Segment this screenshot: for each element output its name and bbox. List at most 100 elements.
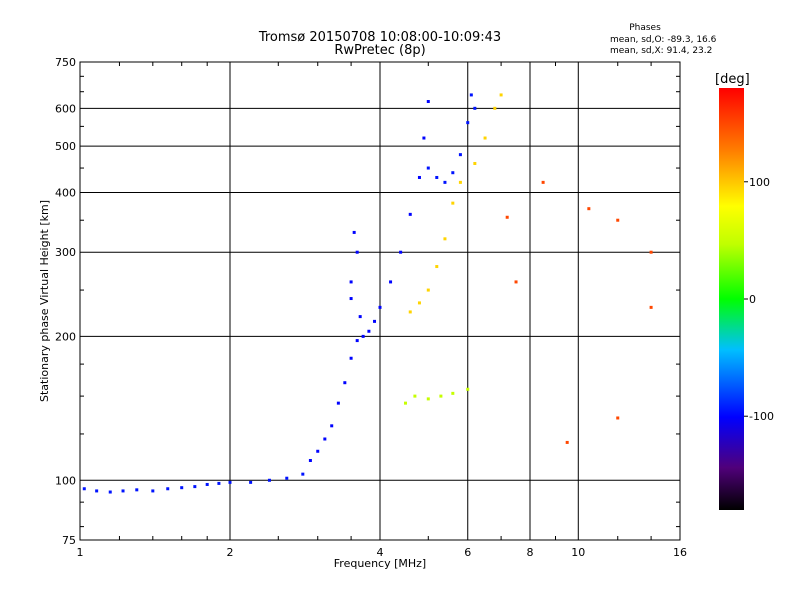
stats-heading: Phases bbox=[629, 23, 661, 33]
data-point bbox=[349, 356, 353, 360]
y-tick-label: 600 bbox=[55, 102, 76, 115]
data-point bbox=[358, 315, 362, 319]
data-point bbox=[349, 280, 353, 284]
data-point bbox=[565, 440, 569, 444]
data-point bbox=[367, 329, 371, 333]
data-point bbox=[408, 310, 412, 314]
y-axis-label: Stationary phase Virtual Height [km] bbox=[38, 200, 51, 402]
data-point bbox=[151, 489, 155, 493]
data-point bbox=[389, 280, 393, 284]
data-point bbox=[108, 490, 112, 494]
data-point bbox=[417, 175, 421, 179]
data-point bbox=[343, 381, 347, 385]
data-point bbox=[205, 482, 209, 486]
data-point bbox=[355, 250, 359, 254]
data-point bbox=[330, 424, 334, 428]
data-point bbox=[443, 237, 447, 241]
data-point bbox=[352, 230, 356, 234]
data-point bbox=[426, 288, 430, 292]
x-axis-ticks: 1 2 4 6 8 10 16 bbox=[77, 62, 687, 559]
data-point bbox=[355, 339, 359, 343]
data-point bbox=[649, 305, 653, 309]
data-point bbox=[649, 250, 653, 254]
data-point bbox=[439, 394, 443, 398]
stats-x-line: mean, sd,X: 91.4, 23.2 bbox=[610, 46, 712, 56]
data-point bbox=[403, 401, 407, 405]
y-axis-ticks: 75 100 200 300 400 500 600 750 bbox=[55, 56, 680, 547]
data-point bbox=[378, 305, 382, 309]
y-tick-label: 200 bbox=[55, 330, 76, 343]
data-point bbox=[483, 136, 487, 140]
x-tick-label: 2 bbox=[227, 546, 234, 559]
data-point bbox=[616, 218, 620, 222]
data-point bbox=[422, 136, 426, 140]
plot-frame bbox=[79, 61, 681, 541]
data-point bbox=[267, 478, 271, 482]
data-point bbox=[451, 171, 455, 175]
data-point bbox=[469, 93, 473, 97]
chart-title: Tromsø 20150708 10:08:00-10:09:43 bbox=[258, 30, 501, 45]
data-points bbox=[82, 93, 653, 494]
data-point bbox=[180, 486, 184, 490]
chart-subtitle: RwPretec (8p) bbox=[334, 43, 425, 58]
data-point bbox=[399, 250, 403, 254]
data-point bbox=[466, 121, 470, 125]
data-point bbox=[505, 215, 509, 219]
data-point bbox=[473, 161, 477, 165]
data-point bbox=[541, 180, 545, 184]
data-point bbox=[435, 175, 439, 179]
x-axis-label: Frequency [MHz] bbox=[334, 557, 426, 570]
x-tick-label: 16 bbox=[673, 546, 687, 559]
data-point bbox=[336, 401, 340, 405]
data-point bbox=[349, 297, 353, 301]
data-point bbox=[373, 319, 377, 323]
colorbar-tick-label: -100 bbox=[749, 410, 774, 423]
data-point bbox=[308, 458, 312, 462]
data-point bbox=[426, 397, 430, 401]
data-point bbox=[323, 437, 327, 441]
data-point bbox=[451, 391, 455, 395]
y-tick-label: 300 bbox=[55, 246, 76, 259]
colorbar-tick-label: 0 bbox=[749, 293, 756, 306]
data-point bbox=[499, 93, 503, 97]
data-point bbox=[166, 487, 170, 491]
data-point bbox=[413, 394, 417, 398]
y-tick-label: 100 bbox=[55, 474, 76, 487]
colorbar-label: [deg] bbox=[715, 72, 750, 87]
data-point bbox=[82, 487, 86, 491]
stats-o-line: mean, sd,O: -89.3, 16.6 bbox=[610, 35, 717, 45]
data-point bbox=[473, 106, 477, 110]
data-point bbox=[443, 180, 447, 184]
x-tick-label: 8 bbox=[527, 546, 534, 559]
data-point bbox=[417, 301, 421, 305]
x-tick-label: 4 bbox=[377, 546, 384, 559]
y-tick-label: 500 bbox=[55, 140, 76, 153]
colorbar-tick-label: 100 bbox=[749, 176, 770, 189]
x-tick-label: 6 bbox=[464, 546, 471, 559]
data-point bbox=[616, 416, 620, 420]
data-point bbox=[285, 476, 289, 480]
data-point bbox=[95, 489, 99, 493]
data-point bbox=[193, 485, 197, 489]
data-point bbox=[458, 153, 462, 157]
data-point bbox=[426, 166, 430, 170]
x-tick-label: 1 bbox=[77, 546, 84, 559]
y-tick-label: 750 bbox=[55, 56, 76, 69]
data-point bbox=[451, 201, 455, 205]
data-point bbox=[426, 100, 430, 104]
data-point bbox=[301, 472, 305, 476]
data-point bbox=[435, 265, 439, 269]
data-point bbox=[458, 180, 462, 184]
data-point bbox=[249, 480, 253, 484]
data-point bbox=[316, 449, 320, 453]
x-tick-label: 10 bbox=[571, 546, 585, 559]
data-point bbox=[228, 480, 232, 484]
grid-lines bbox=[80, 62, 680, 540]
data-point bbox=[514, 280, 518, 284]
data-point bbox=[135, 488, 139, 492]
data-point bbox=[121, 489, 125, 493]
y-tick-label: 75 bbox=[62, 534, 76, 547]
data-point bbox=[493, 106, 497, 110]
data-point bbox=[408, 212, 412, 216]
colorbar-ticks: 100 0 -100 bbox=[744, 176, 774, 423]
